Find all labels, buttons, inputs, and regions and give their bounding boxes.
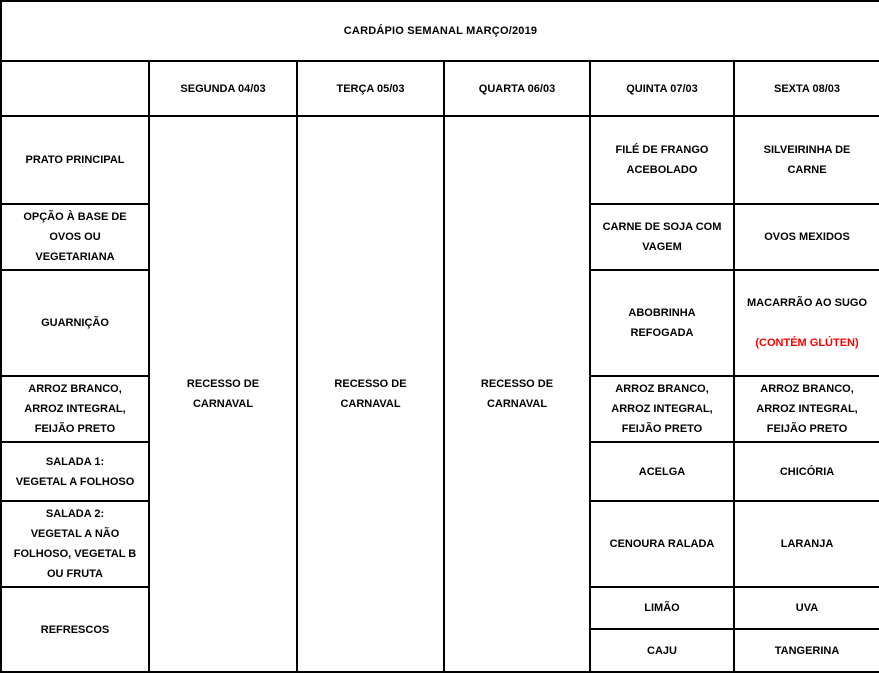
quinta-salada1: ACELGA: [589, 441, 735, 502]
row-guarnicao: GUARNIÇÃO ABOBRINHA REFOGADA MACARRÃO AO…: [0, 269, 879, 377]
row-label-salada1: SALADA 1: VEGETAL A FOLHOSO: [0, 441, 150, 502]
title-row: CARDÁPIO SEMANAL MARÇO/2019: [0, 0, 879, 62]
sexta-refresco-2: TANGERINA: [732, 628, 879, 673]
row-label-arroz: ARROZ BRANCO, ARROZ INTEGRAL, FEIJÃO PRE…: [0, 375, 150, 443]
row-prato-principal: PRATO PRINCIPAL RECESSO DE CARNAVAL RECE…: [0, 115, 879, 673]
sexta-salada1: CHICÓRIA: [732, 441, 879, 502]
quinta-opcao: CARNE DE SOJA COM VAGEM: [589, 203, 735, 271]
recess-cell-terca: RECESSO DE CARNAVAL: [296, 115, 445, 673]
header-row: SEGUNDA 04/03 TERÇA 05/03 QUARTA 06/03 Q…: [0, 60, 879, 117]
page-title: CARDÁPIO SEMANAL MARÇO/2019: [0, 0, 879, 62]
row-label-opcao: OPÇÃO À BASE DE OVOS OU VEGETARIANA: [0, 203, 150, 271]
row-label-guarnicao: GUARNIÇÃO: [0, 269, 150, 377]
day-header-sexta: SEXTA 08/03: [732, 60, 879, 117]
row-opcao: OPÇÃO À BASE DE OVOS OU VEGETARIANA CARN…: [0, 203, 879, 271]
sexta-opcao: OVOS MEXIDOS: [732, 203, 879, 271]
row-label-refrescos: REFRESCOS: [0, 586, 150, 673]
day-header-terca: TERÇA 05/03: [296, 60, 445, 117]
quinta-arroz: ARROZ BRANCO, ARROZ INTEGRAL, FEIJÃO PRE…: [589, 375, 735, 443]
corner-cell: [0, 60, 150, 117]
quinta-refresco-2: CAJU: [589, 628, 735, 673]
recess-cell-quarta: RECESSO DE CARNAVAL: [443, 115, 591, 673]
quinta-prato-principal: FILÉ DE FRANGO ACEBOLADO: [589, 115, 735, 205]
day-header-quarta: QUARTA 06/03: [443, 60, 591, 117]
row-label-salada2: SALADA 2: VEGETAL A NÃO FOLHOSO, VEGETAL…: [0, 500, 150, 588]
gluten-alert: (CONTÉM GLÚTEN): [755, 337, 859, 349]
row-salada2: SALADA 2: VEGETAL A NÃO FOLHOSO, VEGETAL…: [0, 500, 879, 588]
quinta-salada2: CENOURA RALADA: [589, 500, 735, 588]
row-salada1: SALADA 1: VEGETAL A FOLHOSO ACELGA CHICÓ…: [0, 441, 879, 502]
day-header-segunda: SEGUNDA 04/03: [148, 60, 298, 117]
sexta-refresco-1: UVA: [732, 586, 879, 630]
sexta-prato-principal: SILVEIRINHA DE CARNE: [732, 115, 879, 205]
day-header-quinta: QUINTA 07/03: [589, 60, 735, 117]
sexta-guarnicao: MACARRÃO AO SUGO (CONTÉM GLÚTEN): [732, 269, 879, 377]
sexta-salada2: LARANJA: [732, 500, 879, 588]
sexta-arroz: ARROZ BRANCO, ARROZ INTEGRAL, FEIJÃO PRE…: [732, 375, 879, 443]
quinta-guarnicao: ABOBRINHA REFOGADA: [589, 269, 735, 377]
row-label-prato-principal: PRATO PRINCIPAL: [0, 115, 150, 205]
row-arroz: ARROZ BRANCO, ARROZ INTEGRAL, FEIJÃO PRE…: [0, 375, 879, 443]
sexta-guarnicao-dish: MACARRÃO AO SUGO: [747, 297, 867, 309]
recess-cell-segunda: RECESSO DE CARNAVAL: [148, 115, 298, 673]
quinta-refresco-1: LIMÃO: [589, 586, 735, 630]
